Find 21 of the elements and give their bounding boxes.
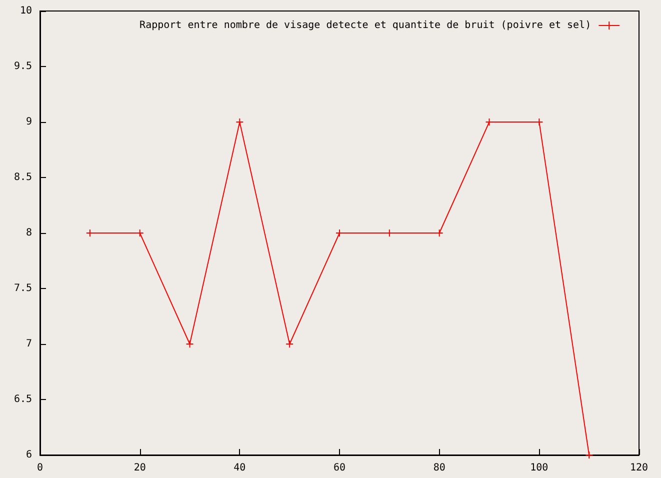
y-tick-label: 9 <box>26 116 32 128</box>
y-tick-label: 7.5 <box>14 283 32 294</box>
y-tick-label: 10 <box>20 6 32 16</box>
y-tick-label: 6.5 <box>14 394 32 405</box>
point <box>236 118 244 126</box>
x-tick-label: 0 <box>36 462 44 474</box>
y-tick-label: 9.5 <box>14 61 32 72</box>
point <box>186 340 194 348</box>
y-tick-label: 8.5 <box>14 172 32 183</box>
point <box>585 451 594 459</box>
legend-label: Rapport entre nombre de visage detecte et quantite de bruit (poivre et sel) <box>140 20 592 31</box>
y-tick-label: 8 <box>26 228 32 238</box>
x-tick-label: 40 <box>234 462 246 474</box>
y-tick-label: 6 <box>26 450 32 460</box>
x-tick-label: 20 <box>134 462 146 474</box>
x-tick-label: 80 <box>433 462 446 474</box>
y-tick-label: 7 <box>26 338 32 350</box>
x-tick-label: 100 <box>530 462 548 474</box>
x-tick-label: 60 <box>333 462 346 474</box>
x-tick-label: 120 <box>630 462 648 474</box>
point <box>286 340 294 348</box>
